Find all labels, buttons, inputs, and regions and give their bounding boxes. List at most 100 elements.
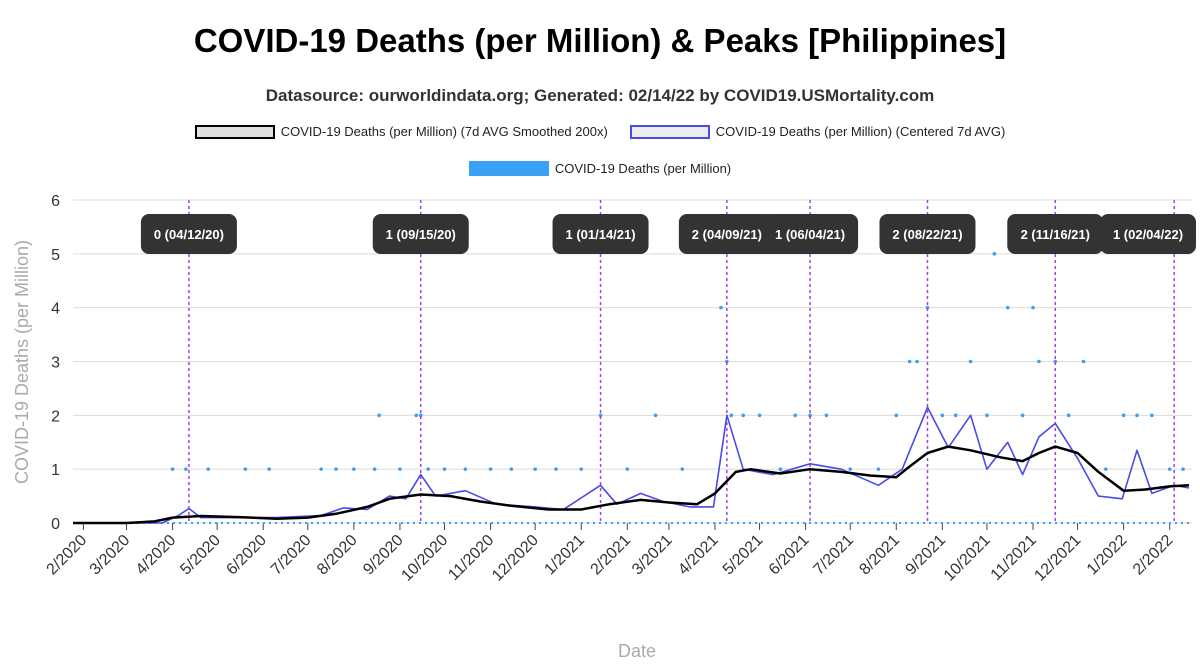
daily-point-3 xyxy=(243,467,248,471)
daily-point-7 xyxy=(352,467,356,471)
daily-point-20 xyxy=(579,467,584,471)
legend-swatch-daily xyxy=(468,161,549,176)
x-tick-label-23: 1/2022 xyxy=(1084,532,1131,579)
x-tick-label-5: 7/2020 xyxy=(268,532,315,579)
legend-swatch-smoothed xyxy=(194,124,275,139)
x-tick-label-13: 3/2021 xyxy=(629,532,676,579)
daily-point-56 xyxy=(1167,467,1172,471)
daily-point-18 xyxy=(533,467,537,471)
x-tick-label-24: 2/2022 xyxy=(1130,532,1177,579)
peak-label-box-5 xyxy=(879,214,976,254)
x-tick-label-0: 2/2020 xyxy=(44,532,91,579)
daily-point-23 xyxy=(653,413,658,418)
daily-point-31 xyxy=(793,413,798,418)
legend-row-1: COVID-19 Deaths (per Million) (7d AVG Sm… xyxy=(0,124,1200,139)
daily-point-37 xyxy=(907,359,912,364)
legend-label-daily: COVID-19 Deaths (per Million) xyxy=(554,161,732,176)
daily-point-6 xyxy=(334,467,338,471)
daily-point-51 xyxy=(1081,359,1086,364)
daily-point-26 xyxy=(725,359,729,364)
daily-point-11 xyxy=(414,413,419,418)
legend-item-daily[interactable]: COVID-19 Deaths (per Million) xyxy=(468,161,732,176)
y-tick-label-6: 6 xyxy=(51,193,60,210)
peak-label-4: 1 (06/04/21) xyxy=(775,227,845,242)
x-tick-label-11: 1/2021 xyxy=(541,532,588,579)
x-tick-label-21: 11/2021 xyxy=(988,532,1040,584)
x-tick-label-4: 6/2020 xyxy=(223,532,270,579)
daily-point-40 xyxy=(940,413,945,418)
legend-swatch-centered-avg xyxy=(629,124,710,139)
y-tick-label-1: 1 xyxy=(51,462,60,479)
x-axis-title: Date xyxy=(618,641,656,661)
daily-point-28 xyxy=(741,413,746,418)
x-tick-label-3: 5/2020 xyxy=(177,532,224,579)
daily-point-33 xyxy=(824,413,829,418)
legend-row-2: COVID-19 Deaths (per Million) xyxy=(0,161,1200,176)
daily-point-46 xyxy=(1020,413,1025,418)
smoothed-line xyxy=(73,445,1190,525)
peak-label-box-6 xyxy=(1007,214,1104,254)
y-axis-ticks: 0 1 2 3 4 5 6 xyxy=(51,193,60,533)
x-tick-label-2: 4/2020 xyxy=(133,532,180,579)
peak-label-box-1 xyxy=(372,214,469,254)
y-tick-label-2: 2 xyxy=(51,408,60,425)
daily-deaths-points xyxy=(83,252,1192,524)
y-axis-title: COVID-19 Deaths (per Million) xyxy=(12,240,32,484)
x-tick-label-6: 8/2020 xyxy=(314,532,361,579)
peak-label-6: 2 (11/16/21) xyxy=(1021,227,1090,242)
daily-point-16 xyxy=(488,467,493,471)
x-tick-label-16: 6/2021 xyxy=(766,532,813,579)
chart-subtitle: Datasource: ourworldindata.org; Generate… xyxy=(265,86,935,105)
legend-item-smoothed[interactable]: COVID-19 Deaths (per Million) (7d AVG Sm… xyxy=(194,124,608,139)
daily-point-44 xyxy=(992,252,997,256)
daily-point-39 xyxy=(925,305,930,310)
daily-point-25 xyxy=(719,305,723,310)
daily-point-52 xyxy=(1104,467,1108,471)
daily-point-9 xyxy=(377,413,381,418)
y-tick-label-3: 3 xyxy=(51,355,60,372)
x-tick-label-1: 3/2020 xyxy=(87,532,134,579)
daily-point-24 xyxy=(680,467,685,471)
peak-label-box-3 xyxy=(678,214,775,254)
daily-point-54 xyxy=(1135,413,1139,418)
daily-point-8 xyxy=(372,467,377,471)
x-tick-label-15: 5/2021 xyxy=(720,532,767,579)
peak-label-box-0 xyxy=(140,214,237,254)
x-tick-label-20: 10/2021 xyxy=(941,532,994,585)
daily-point-19 xyxy=(554,467,558,471)
daily-point-48 xyxy=(1037,359,1041,364)
series-lines xyxy=(73,406,1190,525)
daily-point-47 xyxy=(1031,305,1035,310)
peak-label-box-2 xyxy=(552,214,649,254)
daily-point-12 xyxy=(418,413,423,418)
daily-point-35 xyxy=(876,467,881,471)
peak-labels: 0 (04/12/20) 1 (09/15/20) 1 (01/14/21) 2 (0… xyxy=(140,214,1196,254)
daily-point-41 xyxy=(953,413,958,418)
x-tick-label-9: 11/2020 xyxy=(445,532,497,584)
daily-point-36 xyxy=(894,413,899,418)
daily-point-32 xyxy=(808,413,812,418)
daily-point-21 xyxy=(598,413,603,418)
daily-point-38 xyxy=(915,359,919,364)
x-tick-label-22: 12/2021 xyxy=(1031,532,1084,585)
daily-point-10 xyxy=(398,467,402,471)
daily-point-55 xyxy=(1150,413,1154,418)
peak-label-5: 2 (08/22/21) xyxy=(892,227,962,242)
daily-point-34 xyxy=(848,467,853,471)
peak-label-7: 1 (02/04/22) xyxy=(1113,227,1183,242)
daily-point-30 xyxy=(778,467,783,471)
peak-label-3: 2 (04/09/21) xyxy=(692,227,762,242)
peak-label-box-7 xyxy=(1100,214,1196,254)
y-tick-label-0: 0 xyxy=(51,516,60,533)
x-tick-label-18: 8/2021 xyxy=(856,532,903,579)
daily-point-27 xyxy=(729,413,734,418)
daily-point-4 xyxy=(267,467,271,471)
centered-avg-line xyxy=(73,406,1190,524)
daily-point-22 xyxy=(625,467,630,471)
daily-point-43 xyxy=(985,413,989,418)
x-tick-label-12: 2/2021 xyxy=(588,532,635,579)
legend-item-centered-avg[interactable]: COVID-19 Deaths (per Million) (Centered … xyxy=(629,124,1005,139)
y-tick-label-5: 5 xyxy=(51,247,60,264)
chart-title: COVID-19 Deaths (per Million) & Peaks [P… xyxy=(193,22,1007,59)
